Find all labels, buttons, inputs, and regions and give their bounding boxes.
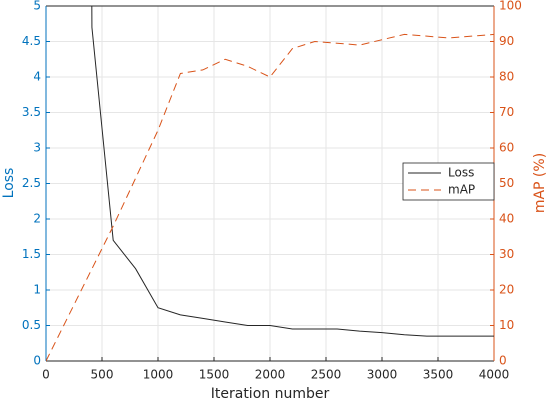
x-axis-label: Iteration number [211,386,330,402]
y-tick-label: 4.5 [22,34,41,48]
plot-area [46,6,494,361]
y2-tick-label: 50 [499,176,514,190]
series-line [91,6,494,337]
x-tick-label: 4000 [479,368,510,382]
y-tick-label: 1 [33,283,41,297]
x-tick-label: 1000 [143,368,174,382]
y2-tick-label: 90 [499,34,514,48]
legend-label: Loss [448,166,474,180]
y2-tick-label: 20 [499,283,514,297]
y-tick-label: 0.5 [22,318,41,332]
y2-tick-label: 60 [499,141,514,155]
y2-tick-label: 80 [499,70,514,84]
y-tick-label: 2 [33,212,41,226]
y-tick-label: 3 [33,141,41,155]
x-tick-label: 3000 [367,368,398,382]
y-tick-label: 0 [33,354,41,368]
x-tick-label: 500 [91,368,114,382]
y2-tick-label: 0 [499,354,507,368]
y-tick-label: 1.5 [22,247,41,261]
y2-tick-label: 10 [499,318,514,332]
x-tick-label: 1500 [199,368,230,382]
x-tick-label: 0 [42,368,50,382]
x-tick-label: 2500 [311,368,342,382]
y2-tick-label: 30 [499,247,514,261]
legend-label: mAP [448,183,475,197]
y2-axis-label: mAP (%) [532,153,548,213]
y2-tick-label: 40 [499,212,514,226]
y2-tick-label: 70 [499,105,514,119]
x-tick-label: 3500 [423,368,454,382]
y-axis-label: Loss [1,168,17,199]
y-tick-label: 3.5 [22,105,41,119]
y2-tick-label: 100 [499,0,522,13]
y-tick-label: 5 [33,0,41,13]
x-tick-label: 2000 [255,368,286,382]
y-tick-label: 2.5 [22,176,41,190]
y-tick-label: 4 [33,70,41,84]
series-line [46,33,494,361]
legend-box [402,162,495,201]
